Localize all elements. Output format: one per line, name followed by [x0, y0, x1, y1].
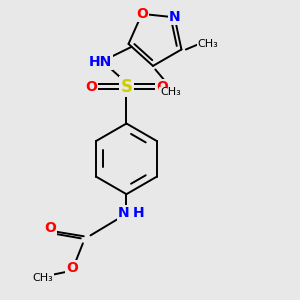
- Text: N: N: [169, 10, 180, 24]
- Text: CH₃: CH₃: [160, 87, 181, 98]
- Text: S: S: [120, 78, 132, 96]
- Text: O: O: [66, 261, 78, 275]
- Text: CH₃: CH₃: [32, 273, 53, 283]
- Text: O: O: [85, 80, 97, 94]
- Text: H: H: [132, 206, 144, 220]
- Text: N: N: [118, 206, 129, 220]
- Text: HN: HN: [88, 55, 112, 69]
- Text: O: O: [156, 80, 168, 94]
- Text: CH₃: CH₃: [198, 39, 218, 49]
- Text: O: O: [44, 221, 56, 235]
- Text: O: O: [136, 7, 148, 21]
